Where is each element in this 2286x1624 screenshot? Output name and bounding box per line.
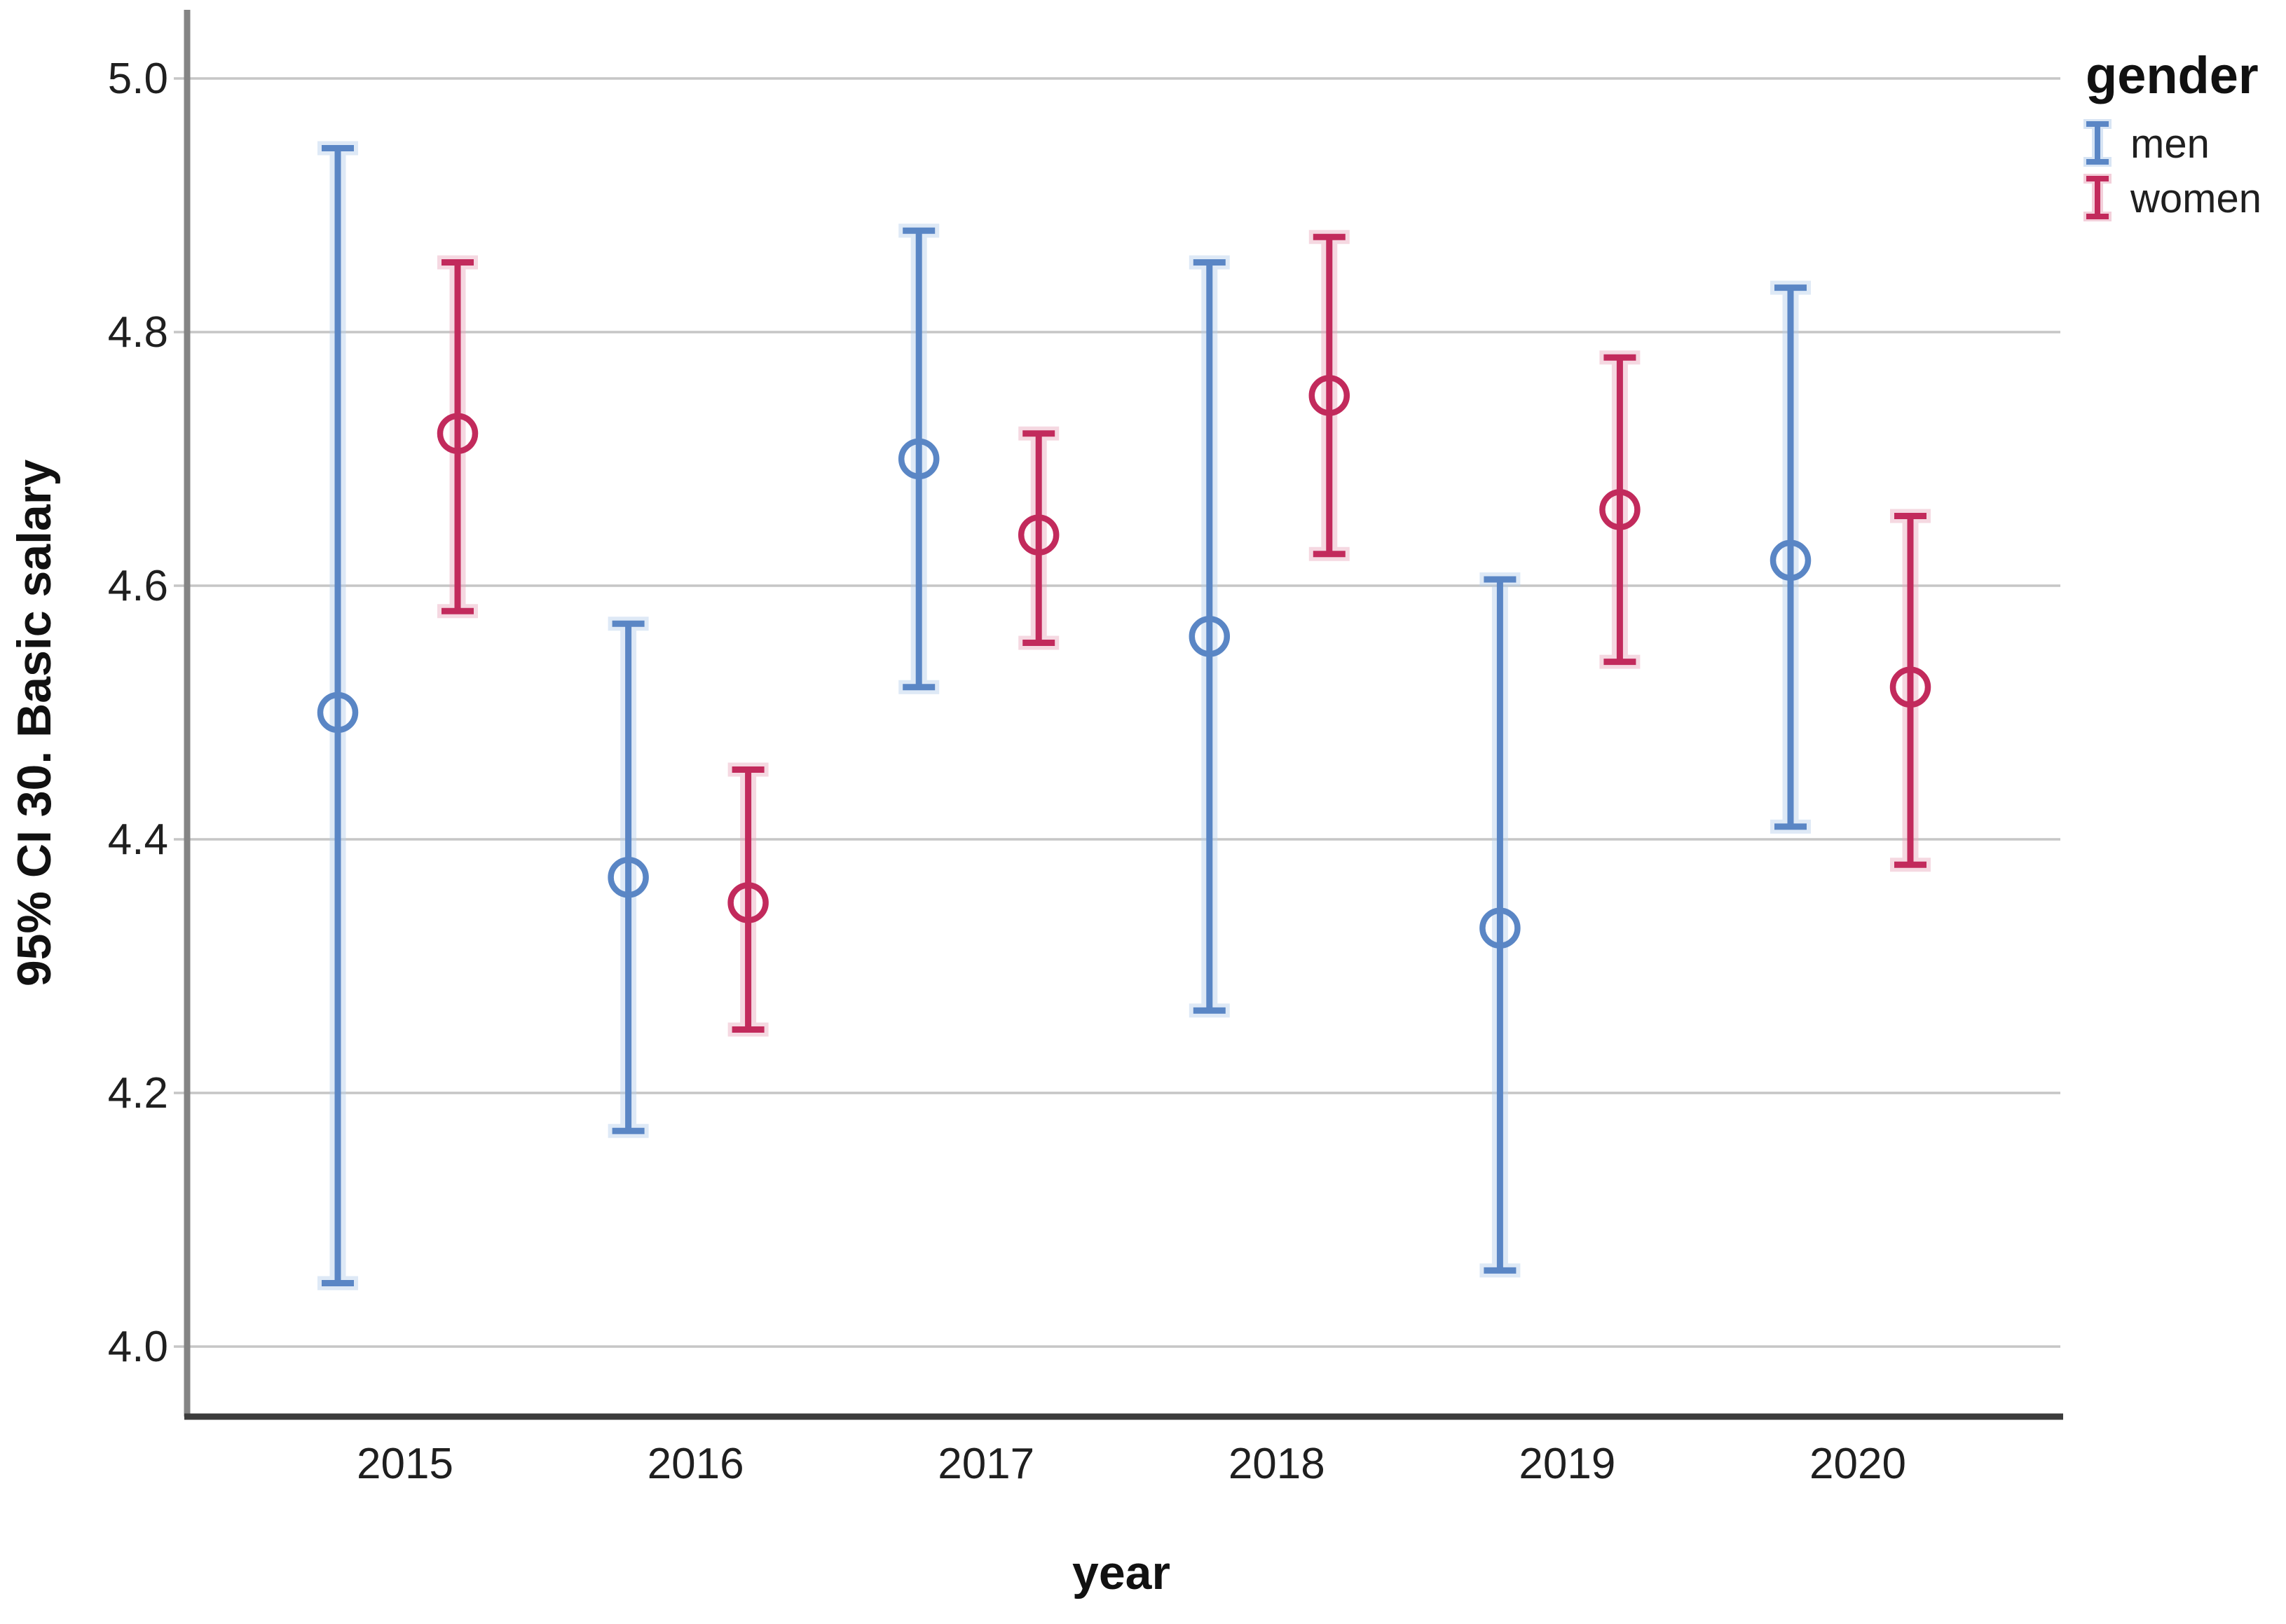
legend-icon-main	[2086, 121, 2109, 165]
errorbar-main	[1774, 284, 1807, 830]
errorbar-men-2020	[1770, 280, 1812, 834]
gridlines	[174, 77, 2060, 1348]
axes	[184, 10, 2063, 1420]
x-tick-2018: 2018	[1228, 1440, 1325, 1488]
errorbar-main	[1313, 233, 1346, 558]
mean-marker-women-2018	[1308, 375, 1350, 416]
errorbar-women-2016	[727, 762, 769, 1037]
y-tick-4.2: 4.2	[108, 1069, 168, 1117]
tick-labels: 4.0 4.2 4.4 4.6 4.8 5.0 2015 2016 2017 2018 2019 20…	[108, 55, 1906, 1488]
legend-icon-women	[2083, 174, 2112, 221]
legend-title: gender	[2086, 46, 2259, 104]
errorbar-main	[442, 259, 474, 614]
x-tick-2015: 2015	[357, 1440, 453, 1488]
errorbar-women-2019	[1599, 350, 1641, 669]
mean-marker-women-2015	[437, 413, 479, 455]
errorbar-main	[1894, 512, 1926, 868]
x-tick-2019: 2019	[1519, 1440, 1615, 1488]
errorbar-men-2016	[608, 617, 649, 1138]
y-axis-title: 95% CI 30. Basic salary	[8, 460, 61, 986]
y-tick-4.0: 4.0	[108, 1323, 168, 1371]
legend-icon-men	[2083, 119, 2112, 167]
mean-marker-men-2016	[608, 857, 649, 898]
legend-label-men: men	[2130, 121, 2210, 167]
errorbar-main	[732, 766, 765, 1033]
legend-label-women: women	[2130, 176, 2261, 221]
legend-icons	[2083, 119, 2112, 221]
errorbar-main	[1193, 259, 1226, 1014]
errorbar-main	[1022, 430, 1055, 646]
errorbar-men-2017	[898, 223, 940, 694]
mean-marker-women-2019	[1599, 489, 1641, 530]
errorbar-main	[903, 227, 936, 691]
errorbar-women-2017	[1018, 426, 1060, 650]
errorbar-women-2018	[1308, 230, 1350, 561]
mean-marker-men-2018	[1189, 616, 1231, 657]
mean-marker-men-2017	[898, 438, 940, 480]
mean-marker-women-2020	[1889, 666, 1931, 708]
errorbar-main	[612, 620, 645, 1134]
legend-icon-main	[2086, 176, 2109, 219]
errorbar-main	[322, 145, 354, 1286]
y-tick-4.4: 4.4	[108, 816, 168, 864]
errorbar-men-2019	[1479, 572, 1521, 1278]
y-tick-4.8: 4.8	[108, 308, 168, 357]
errorbar-men-2015	[317, 141, 359, 1291]
error-bars	[317, 141, 1931, 1291]
mean-marker-men-2015	[317, 691, 359, 734]
mean-marker-women-2016	[727, 882, 769, 923]
errorbar-main	[1484, 576, 1517, 1274]
y-tick-5.0: 5.0	[108, 55, 168, 103]
x-tick-2017: 2017	[938, 1440, 1034, 1488]
mean-marker-men-2020	[1770, 539, 1812, 582]
mean-marker-women-2017	[1018, 514, 1060, 556]
errorbar-women-2020	[1889, 509, 1931, 872]
errorbar-main	[1603, 354, 1636, 666]
mean-marker-men-2019	[1479, 907, 1521, 949]
x-tick-2020: 2020	[1809, 1440, 1906, 1488]
errorbar-women-2015	[437, 255, 479, 619]
x-axis-title: year	[1072, 1546, 1170, 1599]
y-tick-4.6: 4.6	[108, 562, 168, 610]
x-tick-2016: 2016	[648, 1440, 744, 1488]
errorbar-men-2018	[1189, 255, 1231, 1018]
